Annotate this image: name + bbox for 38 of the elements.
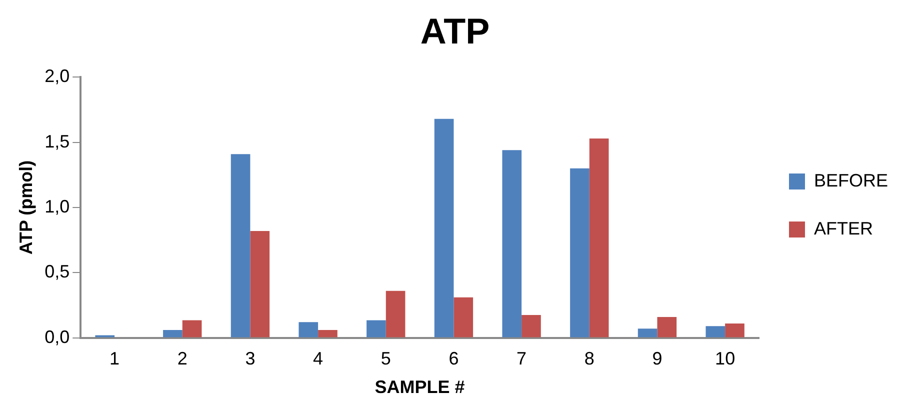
bar	[250, 230, 270, 338]
x-tick-label: 2	[177, 348, 188, 369]
x-tick-label: 7	[516, 348, 527, 369]
x-tick-label: 9	[652, 348, 662, 369]
y-tick-label: 1,0	[44, 196, 70, 216]
bar	[638, 328, 658, 338]
chart-title: ATP	[420, 10, 490, 52]
bar	[570, 168, 590, 338]
bar	[230, 154, 250, 338]
bar	[366, 320, 386, 338]
legend-label: AFTER	[814, 218, 874, 238]
x-tick-label: 10	[715, 348, 736, 369]
x-tick-label: 4	[313, 348, 324, 369]
bar	[657, 316, 677, 338]
bar	[706, 326, 726, 338]
bar	[318, 330, 338, 338]
x-tick-label: 3	[245, 348, 256, 369]
x-tick-label: 5	[380, 348, 391, 369]
y-tick-label: 1,5	[44, 131, 70, 152]
y-axis-title: ATP (pmol)	[16, 160, 36, 255]
x-tick-label: 8	[584, 348, 594, 369]
bar	[502, 150, 522, 338]
x-tick-label: 1	[110, 348, 120, 369]
bar	[522, 315, 541, 338]
bar	[589, 138, 609, 338]
bar	[454, 297, 474, 338]
legend-label: BEFORE	[814, 170, 888, 190]
bar	[163, 330, 182, 338]
x-axis-title: SAMPLE #	[374, 377, 465, 398]
x-tick-label: 6	[448, 348, 459, 369]
bar	[725, 323, 744, 338]
bar	[434, 118, 454, 338]
y-tick-label: 0,0	[44, 326, 70, 347]
y-tick-label: 0,5	[44, 262, 70, 282]
bar	[298, 322, 318, 338]
bar	[386, 290, 406, 338]
bar	[182, 320, 202, 338]
y-tick-label: 2,0	[44, 66, 70, 86]
